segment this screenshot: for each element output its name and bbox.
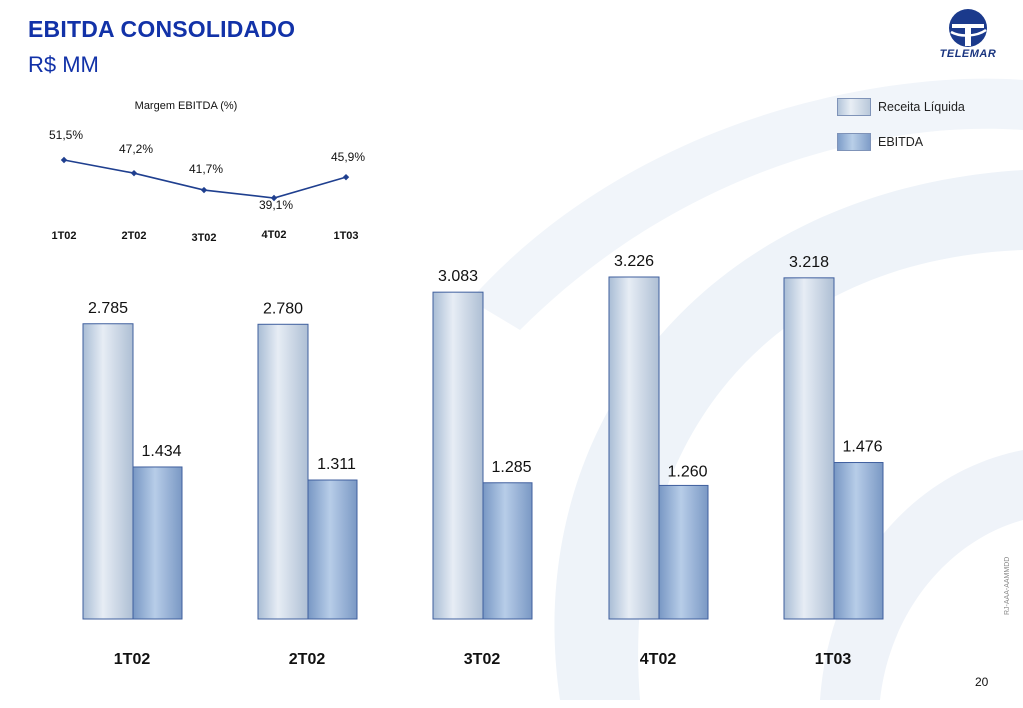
- ebitda-bar: [307, 479, 358, 620]
- page-number: 20: [975, 675, 989, 689]
- margin-value-label: 41,7%: [189, 162, 223, 176]
- margin-chart-title: Margem EBITDA (%): [135, 100, 238, 112]
- category-label: 2T02: [289, 651, 326, 668]
- page-title: EBITDA CONSOLIDADO: [28, 16, 296, 42]
- logo-wordmark: TELEMAR: [939, 48, 997, 60]
- category-label: 1T03: [815, 651, 852, 668]
- document-code: RJ-AAA-AAMMDD: [1004, 556, 1011, 615]
- margin-category-label: 4T02: [261, 229, 286, 241]
- ebitda-bar: [833, 462, 884, 620]
- ebitda-value-label: 1.434: [141, 443, 181, 460]
- revenue-value-label: 2.780: [263, 300, 303, 317]
- ebitda-bar: [482, 482, 533, 620]
- ebitda-bar: [658, 484, 709, 620]
- legend-swatch-receita: [837, 98, 871, 116]
- margin-point: [342, 173, 350, 181]
- category-label: 1T02: [114, 651, 151, 668]
- revenue-value-label: 3.226: [614, 253, 654, 270]
- margin-point: [130, 169, 138, 177]
- page-subtitle: R$ MM: [28, 52, 99, 77]
- legend-swatch-ebitda: [837, 133, 871, 151]
- revenue-bar: [608, 276, 660, 620]
- legend-item-receita: Receita Líquida: [837, 97, 965, 117]
- margin-value-label: 45,9%: [331, 150, 365, 164]
- ebitda-value-label: 1.285: [491, 459, 531, 476]
- margin-value-label: 39,1%: [259, 198, 293, 212]
- legend: Receita Líquida EBITDA: [837, 97, 965, 167]
- legend-item-ebitda: EBITDA: [837, 132, 965, 152]
- margin-category-label: 2T02: [121, 230, 146, 242]
- revenue-bar: [432, 291, 484, 620]
- margin-category-label: 3T02: [191, 232, 216, 244]
- revenue-bar: [257, 323, 309, 620]
- ebitda-value-label: 1.311: [317, 456, 356, 473]
- margin-point: [270, 194, 278, 202]
- margin-point: [200, 186, 208, 194]
- margin-value-label: 51,5%: [49, 128, 83, 142]
- category-label: 3T02: [464, 651, 501, 668]
- revenue-bar: [82, 323, 134, 620]
- margin-value-label: 47,2%: [119, 142, 153, 156]
- revenue-value-label: 2.785: [88, 300, 128, 317]
- ebitda-value-label: 1.260: [667, 463, 707, 480]
- revenue-value-label: 3.218: [789, 254, 829, 271]
- category-label: 4T02: [640, 651, 677, 668]
- legend-label-receita: Receita Líquida: [878, 100, 965, 114]
- margin-category-label: 1T02: [51, 230, 76, 242]
- telemar-logo-icon: [949, 9, 987, 47]
- revenue-bar: [783, 277, 835, 620]
- legend-label-ebitda: EBITDA: [878, 135, 924, 149]
- revenue-value-label: 3.083: [438, 268, 478, 285]
- margin-category-label: 1T03: [333, 230, 358, 242]
- margin-point: [60, 156, 68, 164]
- ebitda-value-label: 1.476: [842, 439, 882, 456]
- ebitda-bar: [132, 466, 183, 620]
